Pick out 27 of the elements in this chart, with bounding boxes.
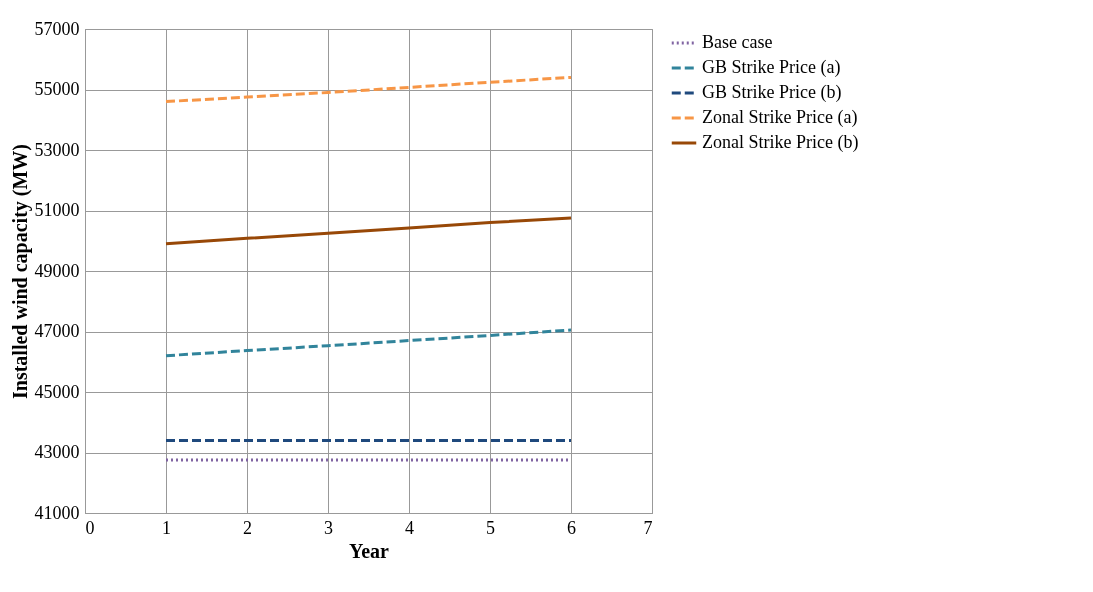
x-tick-label: 2: [243, 517, 252, 538]
legend-label: Zonal Strike Price (a): [702, 107, 858, 128]
legend-label: GB Strike Price (a): [702, 57, 841, 78]
x-tick-label: 7: [643, 517, 653, 538]
legend-label: Zonal Strike Price (b): [702, 132, 859, 153]
x-tick-label: 5: [486, 517, 495, 538]
x-tick-label: 3: [324, 517, 333, 538]
y-tick-label: 45000: [34, 381, 80, 402]
x-tick-label: 6: [567, 517, 576, 538]
y-tick-label: 57000: [34, 18, 80, 39]
y-tick-label: 49000: [34, 260, 80, 281]
legend-label: Base case: [702, 32, 773, 52]
x-axis-title: Year: [349, 539, 390, 562]
x-tick-label: 4: [405, 517, 414, 538]
line-series: [164, 216, 573, 246]
y-tick-label: 41000: [34, 502, 80, 523]
y-tick-label: 55000: [34, 79, 80, 99]
y-tick-label: 47000: [34, 321, 80, 341]
x-tick-label: 0: [85, 517, 95, 538]
line-series: [164, 328, 573, 358]
legend-label: GB Strike Price (b): [702, 82, 842, 103]
y-tick-label: 51000: [34, 200, 80, 220]
line-series: [164, 75, 573, 104]
y-axis-title: Installed wind capacity (MW): [8, 144, 32, 399]
x-tick-label: 1: [162, 517, 171, 538]
y-tick-label: 53000: [34, 139, 80, 160]
y-tick-label: 43000: [34, 442, 80, 462]
